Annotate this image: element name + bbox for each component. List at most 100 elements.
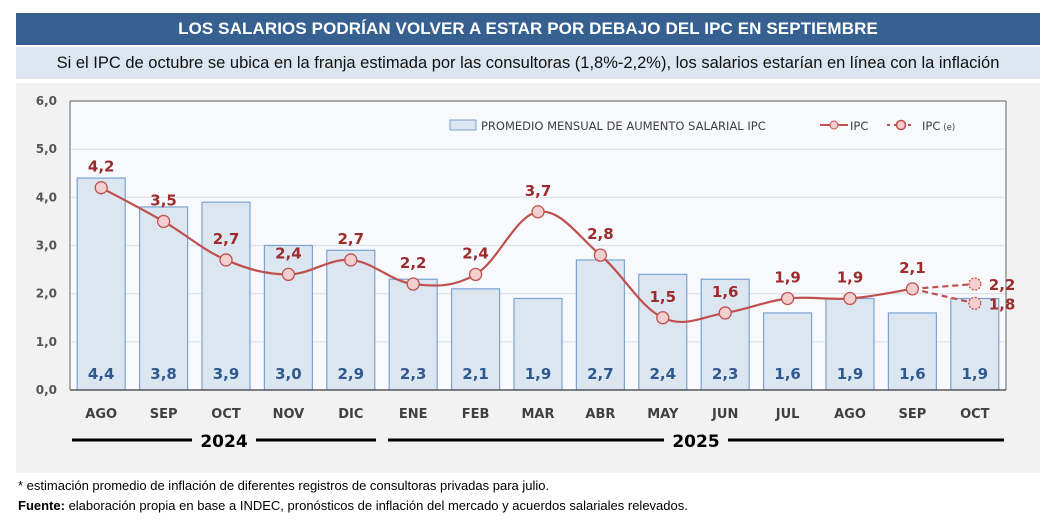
bar-value-label: 3,9 [213, 365, 240, 383]
bar-value-label: 3,0 [275, 365, 302, 383]
ipc-estimate-line [912, 282, 975, 290]
chart-title: LOS SALARIOS PODRÍAN VOLVER A ESTAR POR … [16, 13, 1040, 45]
bar-value-label: 2,3 [712, 365, 739, 383]
bar [326, 249, 376, 391]
y-tick-label: 2,0 [36, 287, 57, 301]
x-tick-label: ABR [585, 407, 615, 422]
x-tick-label: MAR [521, 407, 554, 422]
x-tick-label: OCT [960, 407, 990, 422]
ipc-estimate-line [912, 287, 976, 305]
bar [139, 206, 189, 391]
ipc-value-label: 2,8 [587, 225, 614, 243]
ipc-line [100, 186, 913, 323]
ipc-value-label: 1,5 [650, 288, 677, 306]
x-tick-label: FEB [462, 407, 490, 422]
ipc-value-label: 2,7 [213, 230, 240, 248]
y-tick-label: 0,0 [36, 383, 57, 397]
bar-value-label: 1,9 [525, 365, 552, 383]
bar-value-label: 2,9 [338, 365, 365, 383]
bar-value-label: 1,9 [837, 365, 864, 383]
ipc-marker [406, 277, 420, 291]
x-tick-label: SEP [150, 407, 178, 422]
x-tick-label: JUL [775, 407, 800, 422]
ipc-marker [718, 306, 732, 320]
bar [825, 297, 875, 391]
ipc-value-label: 4,2 [88, 158, 115, 176]
bar [950, 297, 1000, 391]
x-tick-label: AGO [85, 407, 117, 422]
ipc-value-label: 3,5 [150, 191, 177, 209]
y-tick-label: 5,0 [36, 142, 57, 156]
ipc-marker [219, 253, 233, 267]
ipc-marker [94, 181, 108, 195]
bar [201, 201, 251, 391]
x-tick-label: JUN [711, 407, 738, 422]
bar-value-label: 4,4 [88, 365, 115, 383]
ipc-value-label: 1,9 [837, 268, 864, 286]
y-tick-label: 3,0 [36, 239, 57, 253]
y-tick-label: 4,0 [36, 190, 57, 204]
ipc-marker [156, 214, 171, 229]
legend-bar-label: PROMEDIO MENSUAL DE AUMENTO SALARIAL IPC [481, 119, 766, 133]
x-tick-label: OCT [211, 407, 241, 422]
ipc-marker [531, 205, 545, 219]
y-tick-label: 6,0 [36, 94, 57, 108]
ipc-marker [843, 291, 857, 306]
footnote-source: Fuente: elaboración propia en base a IND… [18, 498, 688, 513]
ipc-marker [905, 282, 920, 296]
source-text: elaboración propia en base a INDEC, pron… [64, 498, 688, 513]
bar-value-label: 2,3 [400, 365, 427, 383]
x-tick-label: ENE [399, 407, 428, 422]
ipc-estimate-marker [968, 296, 982, 310]
bar [700, 278, 750, 391]
year-label: 2025 [672, 432, 719, 452]
bar-value-label: 2,4 [650, 365, 677, 383]
x-tick-label: NOV [273, 407, 305, 422]
bar [575, 259, 626, 391]
ipc-value-label: 2,2 [400, 254, 427, 272]
x-tick-label: AGO [834, 407, 866, 422]
ipc-estimate-label: 1,8 [989, 295, 1016, 313]
y-tick-label: 1,0 [36, 335, 57, 349]
bar-value-label: 3,8 [150, 365, 177, 383]
x-tick-label: SEP [899, 407, 927, 422]
ipc-value-label: 3,7 [525, 182, 552, 200]
bar-value-label: 1,6 [899, 365, 926, 383]
ipc-value-label: 1,6 [712, 283, 739, 301]
bar-value-label: 2,1 [462, 365, 489, 383]
bar [762, 312, 813, 391]
x-tick-label: MAY [647, 407, 679, 422]
legend-ipc-e-sub: (e) [943, 123, 955, 133]
ipc-marker [656, 311, 670, 325]
ipc-marker [593, 248, 608, 262]
year-label: 2024 [200, 432, 247, 452]
bar-value-label: 1,6 [774, 365, 801, 383]
legend-ipc-e-label: IPC (e) [922, 119, 955, 133]
ipc-marker [281, 267, 296, 282]
legend-ipc-e-swatch-marker [895, 119, 907, 131]
ipc-value-label: 2,4 [275, 244, 302, 262]
ipc-value-label: 2,4 [462, 244, 489, 262]
bar [513, 297, 563, 391]
ipc-value-label: 2,1 [899, 259, 926, 277]
ipc-marker [468, 267, 483, 282]
ipc-marker [780, 291, 795, 306]
footnote-estimate: * estimación promedio de inflación de di… [18, 478, 550, 493]
bar-value-label: 1,9 [962, 365, 989, 383]
legend-ipc-swatch-marker [829, 120, 839, 130]
bar [76, 177, 126, 391]
chart-svg: 0,0 1,0 2,0 3,0 4,0 5,0 6,0 4,4 3,8 3,9 3,0 2,9 2,3 2… [36, 94, 1016, 452]
ipc-marker [344, 253, 358, 267]
chart-subtitle: Si el IPC de octubre se ubica en la fran… [16, 47, 1040, 79]
ipc-value-label: 2,7 [338, 230, 365, 248]
source-label: Fuente: [18, 498, 65, 513]
legend-bar-swatch [449, 119, 477, 131]
ipc-value-label: 1,9 [774, 268, 801, 286]
ipc-estimate-label: 2,2 [989, 276, 1016, 294]
bar-value-label: 2,7 [587, 365, 614, 383]
x-tick-label: DIC [338, 407, 363, 422]
bar [638, 273, 688, 391]
bar [388, 278, 438, 391]
ipc-estimate-marker [968, 277, 982, 291]
legend-ipc-label: IPC [850, 119, 868, 133]
